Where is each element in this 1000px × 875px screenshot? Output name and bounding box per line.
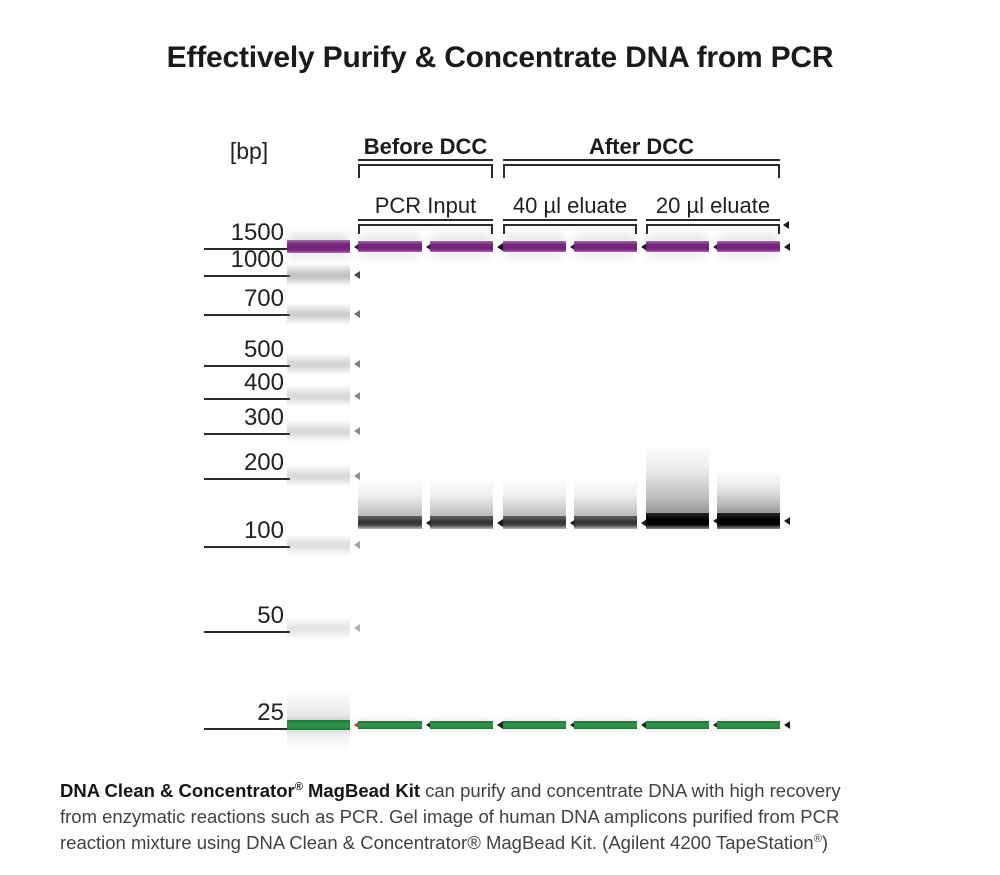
ladder-band-100 [287,534,360,556]
band-marker-arrow-icon [354,360,360,368]
bp-axis-unit-label: [bp] [229,138,269,164]
bp-label-500: 500 [204,337,290,367]
ladder-upper-marker-band-1500 [287,240,360,253]
band-marker-arrow-icon [713,242,719,251]
band-marker-arrow-icon [784,242,790,251]
lane5-amplicon-band [646,513,719,529]
band-marker-arrow-icon [641,242,647,251]
ladder-band-200 [287,465,360,487]
group-header-after-dcc: After DCC [503,134,780,161]
lane3-amplicon-smear [503,478,566,518]
lane1-amplicon-smear [358,478,422,518]
lane1-lower-marker-band [358,721,432,729]
figure-caption: DNA Clean & Concentrator® MagBead Kit ca… [60,778,965,856]
band-marker-arrow-icon [354,472,360,480]
band-marker-arrow-icon [641,721,647,729]
lane6-amplicon-band [717,513,790,529]
band-marker-arrow-icon [354,310,360,318]
lane6-amplicon-smear [717,470,780,514]
band-marker-arrow-icon [426,721,432,729]
lane6-lower-marker-band [717,721,790,729]
lane4-lower-marker-band [574,721,647,729]
band-marker-arrow-icon [354,242,360,251]
lane2-amplicon-band [430,516,503,529]
lane2-lower-marker-band [430,721,503,729]
caption-line-2: from enzymatic reactions such as PCR. Ge… [60,806,840,827]
band-marker-arrow-icon [570,518,576,527]
lane-bracket-20ul-eluate [646,224,780,234]
lane4-amplicon-band [574,516,647,529]
lane-bracket-40ul-eluate [503,224,637,234]
bp-label-100: 100 [204,518,290,548]
ladder-band-300 [287,420,360,442]
caption-bold-product-name: DNA Clean & Concentrator® MagBead Kit [60,780,420,801]
band-marker-arrow-icon [784,517,790,525]
bp-label-200: 200 [204,450,290,480]
ladder-band-700 [287,303,360,325]
band-marker-arrow-icon [713,517,719,525]
band-marker-arrow-icon [570,721,576,729]
lane4-amplicon-smear [574,478,637,518]
bp-label-1000: 1000 [204,247,290,277]
page-title: Effectively Purify & Concentrate DNA fro… [166,41,834,74]
lane3-amplicon-band [503,516,576,529]
group-bracket-after-dcc [503,164,780,178]
registered-trademark-icon: ® [813,832,822,845]
band-marker-arrow-icon [497,721,503,729]
group-bracket-before-dcc [358,164,493,178]
band-marker-arrow-icon [497,518,503,527]
lane4-upper-marker-band [574,241,647,252]
lane5-lower-marker-band [646,721,719,729]
band-marker-arrow-icon [354,624,360,632]
band-marker-arrow-icon [354,271,360,279]
bp-label-50: 50 [204,603,290,633]
bp-label-25: 25 [204,700,290,730]
band-marker-arrow-icon [354,427,360,435]
ladder-lower-marker-band-25 [287,720,360,730]
caption-line-3: reaction mixture using DNA Clean & Conce… [60,832,828,853]
bp-label-1500: 1500 [204,220,290,250]
band-marker-arrow-icon [354,392,360,400]
band-marker-arrow-icon [497,242,503,251]
ladder-band-400 [287,385,360,407]
lane2-amplicon-smear [430,478,493,518]
lane3-upper-marker-band [503,241,576,252]
ladder-band-50 [287,617,360,639]
lane-label-40ul-eluate: 40 µl eluate [503,193,637,221]
ladder-band-500 [287,353,360,375]
lane-label-pcr-input: PCR Input [358,193,493,221]
lane1-upper-marker-band [358,241,432,252]
bp-label-400: 400 [204,370,290,400]
bp-label-700: 700 [204,286,290,316]
band-marker-arrow-icon [783,221,789,229]
band-marker-arrow-icon [641,518,647,527]
lane5-amplicon-smear [646,444,709,514]
band-marker-arrow-icon [784,721,790,729]
lane5-upper-marker-band [646,241,719,252]
lane-label-20ul-eluate: 20 µl eluate [646,193,780,221]
registered-trademark-icon: ® [294,780,303,793]
bp-label-300: 300 [204,405,290,435]
ladder-band-1000 [287,264,360,286]
group-header-before-dcc: Before DCC [358,134,493,161]
lane3-lower-marker-band [503,721,576,729]
band-marker-arrow-icon [426,518,432,527]
lane1-amplicon-band [358,516,432,529]
band-marker-arrow-icon [713,721,719,729]
band-marker-arrow-icon [426,242,432,251]
band-marker-arrow-icon [354,541,360,549]
lane6-upper-marker-band [717,241,790,252]
lane-bracket-pcr-input [358,224,493,234]
caption-line-1: DNA Clean & Concentrator® MagBead Kit ca… [60,780,841,801]
red-band-marker-arrow-icon [354,721,360,729]
lane2-upper-marker-band [430,241,503,252]
band-marker-arrow-icon [570,242,576,251]
